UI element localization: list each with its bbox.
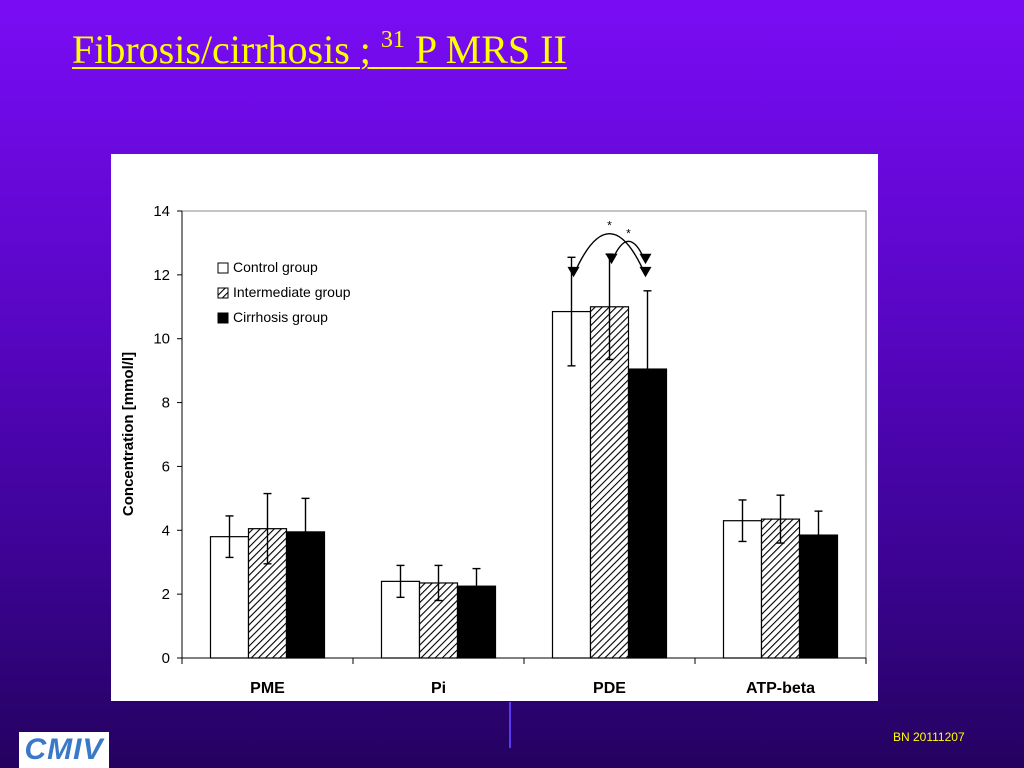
y-tick-label: 0: [162, 650, 170, 667]
bar: [285, 531, 326, 659]
bar: [589, 306, 630, 659]
bar: [722, 520, 763, 659]
divider-line: [509, 702, 511, 748]
legend-label: Intermediate group: [233, 284, 351, 300]
arrow-head: [567, 266, 580, 278]
x-tick-label: PME: [250, 680, 285, 697]
significance-star: *: [607, 219, 612, 233]
slide-title: Fibrosis/cirrhosis ; 31 P MRS II: [72, 26, 567, 73]
y-tick-label: 4: [162, 522, 170, 539]
y-tick-label: 12: [153, 267, 170, 284]
legend-swatch: [217, 262, 229, 274]
legend: Control group Intermediate group Cirrhosis…: [217, 259, 351, 325]
y-axis: 0 2 4 6 8 10 12 14: [153, 203, 183, 667]
error-bars: [225, 253, 823, 605]
arrow-head: [639, 266, 652, 278]
logo-text: CMIV: [24, 733, 104, 766]
title-superscript: 31: [380, 27, 405, 53]
significance-arc: [572, 233, 647, 276]
x-axis: PME Pi PDE ATP-beta: [181, 657, 867, 697]
significance-star: *: [626, 226, 631, 240]
y-tick-label: 14: [153, 203, 170, 220]
y-tick-label: 10: [153, 331, 170, 348]
title-suffix: P MRS II: [414, 27, 567, 72]
bar: [551, 310, 592, 659]
y-axis-label: Concentration [mmol/l]: [120, 352, 137, 516]
title-text: Fibrosis/cirrhosis ;: [72, 27, 371, 72]
legend-swatch: [217, 287, 229, 299]
y-tick-label: 2: [162, 586, 170, 603]
cmiv-logo: CMIV: [19, 732, 109, 768]
footer-code: BN 20111207: [893, 730, 965, 744]
y-tick-label: 8: [162, 395, 170, 412]
y-tick-label: 6: [162, 458, 170, 475]
x-tick-label: PDE: [593, 680, 626, 697]
chart-panel: 0 2 4 6 8 10 12 14 PME Pi PDE ATP-beta * * Control …: [111, 154, 878, 701]
arrow-head: [605, 253, 618, 265]
arrow-head: [639, 253, 652, 265]
legend-swatch: [217, 312, 229, 324]
significance-annotations: **: [567, 219, 652, 278]
x-tick-label: ATP-beta: [746, 680, 815, 697]
x-tick-label: Pi: [431, 680, 446, 697]
legend-label: Cirrhosis group: [233, 309, 328, 325]
legend-label: Control group: [233, 259, 318, 275]
